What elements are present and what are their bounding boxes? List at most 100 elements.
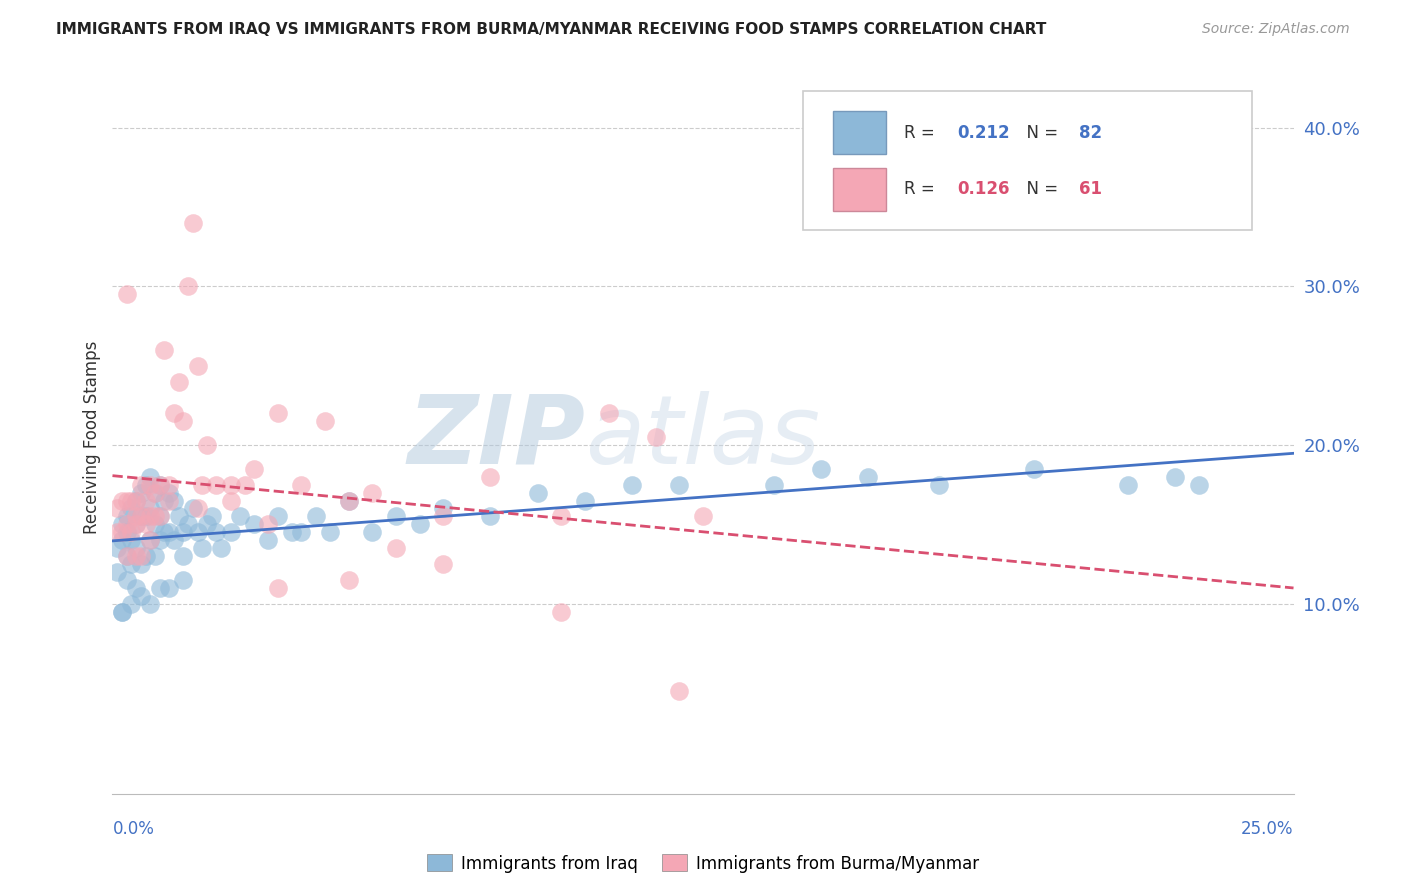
Point xyxy=(135,493,157,508)
Point xyxy=(361,485,384,500)
Point xyxy=(149,477,172,491)
Point xyxy=(163,533,186,548)
Point xyxy=(361,525,384,540)
Point xyxy=(1116,477,1139,491)
Point xyxy=(129,509,152,524)
Point xyxy=(139,533,162,548)
Point xyxy=(125,493,148,508)
Point xyxy=(385,541,408,555)
Point xyxy=(139,501,162,516)
Point xyxy=(186,525,208,540)
Point xyxy=(129,557,152,571)
Point xyxy=(928,477,950,491)
Point xyxy=(526,485,548,500)
Point xyxy=(120,597,142,611)
Point xyxy=(267,406,290,420)
Point xyxy=(115,549,138,563)
Point xyxy=(149,533,172,548)
Point xyxy=(111,533,134,548)
Text: N =: N = xyxy=(1017,124,1063,142)
Text: R =: R = xyxy=(904,124,939,142)
Point xyxy=(319,525,342,540)
Point xyxy=(172,414,194,428)
Point xyxy=(143,517,166,532)
Point xyxy=(762,477,785,491)
Point xyxy=(153,343,176,357)
Point xyxy=(385,509,408,524)
Point xyxy=(858,469,880,483)
Point xyxy=(129,549,152,563)
Point xyxy=(186,359,208,373)
Point xyxy=(105,541,128,555)
Point xyxy=(115,549,138,563)
Point xyxy=(139,533,162,548)
Legend: Immigrants from Iraq, Immigrants from Burma/Myanmar: Immigrants from Iraq, Immigrants from Bu… xyxy=(420,847,986,880)
Point xyxy=(243,462,266,476)
Text: N =: N = xyxy=(1017,180,1063,198)
Point xyxy=(1164,469,1187,483)
Point xyxy=(432,509,454,524)
Point xyxy=(621,477,644,491)
Point xyxy=(125,541,148,555)
Point xyxy=(120,525,142,540)
Point xyxy=(172,525,194,540)
Point xyxy=(574,493,596,508)
Point xyxy=(129,589,152,603)
Point xyxy=(153,493,176,508)
Point xyxy=(105,565,128,579)
Point xyxy=(668,683,690,698)
Point xyxy=(115,573,138,587)
Point xyxy=(186,501,208,516)
Point xyxy=(281,525,304,540)
Point xyxy=(139,469,162,483)
Point xyxy=(125,517,148,532)
Point xyxy=(157,525,180,540)
Point xyxy=(219,477,242,491)
Point xyxy=(143,509,166,524)
Point xyxy=(177,279,200,293)
Point xyxy=(129,477,152,491)
Point xyxy=(191,477,214,491)
Point xyxy=(157,485,180,500)
Point xyxy=(219,493,242,508)
Point xyxy=(120,493,142,508)
Point xyxy=(125,493,148,508)
Point xyxy=(201,509,224,524)
Point xyxy=(337,573,360,587)
Point xyxy=(111,605,134,619)
Point xyxy=(181,216,204,230)
Point xyxy=(432,501,454,516)
Text: R =: R = xyxy=(904,180,939,198)
Point xyxy=(143,485,166,500)
Point xyxy=(177,517,200,532)
Point xyxy=(195,517,218,532)
Y-axis label: Receiving Food Stamps: Receiving Food Stamps xyxy=(83,341,101,533)
Point xyxy=(479,469,502,483)
Point xyxy=(1188,477,1211,491)
Point xyxy=(125,549,148,563)
Point xyxy=(143,485,166,500)
Point xyxy=(125,517,148,532)
Point xyxy=(125,509,148,524)
Point xyxy=(290,525,312,540)
Point xyxy=(111,605,134,619)
Point xyxy=(337,493,360,508)
Text: 0.126: 0.126 xyxy=(957,180,1010,198)
Point xyxy=(479,509,502,524)
Point xyxy=(105,501,128,516)
Point xyxy=(135,477,157,491)
Point xyxy=(115,287,138,301)
Point xyxy=(432,557,454,571)
Point xyxy=(129,509,152,524)
Point xyxy=(111,517,134,532)
Point xyxy=(209,541,232,555)
Point xyxy=(314,414,336,428)
Point xyxy=(195,438,218,452)
FancyBboxPatch shape xyxy=(832,112,886,154)
Point xyxy=(149,509,172,524)
Text: Source: ZipAtlas.com: Source: ZipAtlas.com xyxy=(1202,22,1350,37)
Point xyxy=(644,430,666,444)
Point xyxy=(304,509,326,524)
Point xyxy=(120,533,142,548)
Point xyxy=(120,557,142,571)
